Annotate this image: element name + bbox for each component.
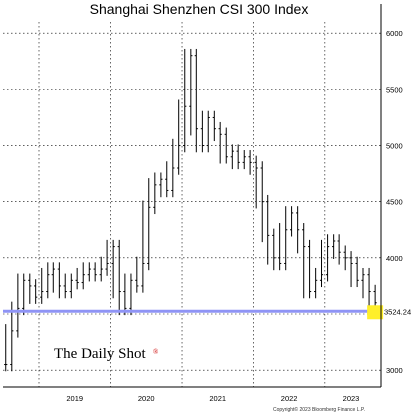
price-bar — [284, 206, 288, 271]
price-bar — [314, 267, 318, 299]
price-bar — [302, 223, 306, 299]
y-tick-label: 3000 — [386, 366, 403, 375]
price-bar — [51, 262, 55, 293]
price-bar — [296, 206, 300, 254]
price-bar — [153, 172, 157, 215]
price-bar — [230, 144, 234, 170]
price-bar — [22, 273, 26, 316]
y-tick-label: 4000 — [386, 254, 403, 263]
x-tick-label: 2019 — [66, 394, 83, 403]
price-bar — [75, 267, 79, 290]
price-bar — [141, 200, 145, 293]
price-bar — [200, 110, 204, 153]
brand-logo: The Daily Shot ® — [54, 346, 159, 362]
chart-title: Shanghai Shenzhen CSI 300 Index — [90, 1, 309, 17]
price-bar — [40, 267, 44, 304]
price-bar — [194, 48, 198, 153]
price-bar — [159, 172, 163, 198]
price-bar — [337, 234, 341, 265]
price-bar — [278, 223, 282, 271]
price-bar — [260, 161, 264, 243]
price-bar — [272, 228, 276, 271]
price-bar — [206, 110, 210, 153]
last-value-label: 3524.24 — [384, 307, 411, 316]
price-bar — [242, 150, 246, 170]
grid — [3, 22, 381, 387]
price-bar — [212, 110, 216, 142]
price-bar — [28, 273, 32, 304]
price-bar — [105, 239, 109, 276]
price-bar — [254, 155, 258, 209]
brand-mark: ® — [153, 348, 159, 356]
price-bar — [129, 273, 133, 316]
price-bar — [46, 262, 50, 299]
price-bar — [266, 194, 270, 265]
y-axis-labels: 6000 5500 5000 4500 4000 3000 — [386, 29, 403, 375]
price-bar — [57, 262, 61, 299]
last-value-badge — [367, 305, 384, 320]
price-bar — [289, 206, 294, 237]
y-tick-label: 4500 — [386, 198, 403, 207]
price-bar — [361, 267, 365, 299]
price-bar — [183, 48, 187, 153]
price-bar — [236, 144, 240, 170]
price-bar — [349, 251, 353, 288]
price-bar — [16, 273, 20, 338]
price-bar — [117, 239, 121, 316]
price-bar — [319, 239, 324, 288]
price-bar — [99, 256, 103, 282]
price-bar — [355, 256, 359, 288]
price-bar — [325, 234, 330, 282]
price-bar — [189, 48, 193, 136]
price-bar — [93, 262, 97, 282]
price-bar — [34, 279, 38, 304]
brand-name: The Daily Shot — [54, 346, 146, 362]
plot-frame — [3, 4, 382, 388]
price-bar — [177, 99, 181, 175]
price-bar — [224, 127, 228, 164]
price-bar — [69, 273, 73, 299]
candles — [4, 48, 377, 372]
price-bar — [218, 121, 222, 164]
price-bar — [87, 262, 91, 282]
price-bar — [135, 256, 139, 293]
x-tick-label: 2020 — [138, 394, 155, 403]
price-bar — [123, 273, 127, 316]
copyright-credit: Copyright© 2023 Bloomberg Finance L.P. — [273, 406, 365, 413]
price-bar — [63, 273, 67, 299]
price-bar — [147, 178, 151, 271]
price-bar — [307, 239, 312, 299]
y-tick-label: 5500 — [386, 85, 403, 94]
y-tick-label: 6000 — [386, 29, 403, 38]
price-bar — [165, 161, 169, 198]
price-bar — [248, 150, 252, 175]
x-tick-label: 2023 — [343, 394, 360, 403]
price-bar — [81, 262, 85, 290]
price-bar — [4, 324, 8, 372]
price-bar — [171, 138, 175, 198]
price-bar — [111, 239, 115, 299]
price-bar — [343, 245, 347, 271]
price-bar — [332, 234, 336, 259]
x-axis-labels: 2019 2020 2021 2022 2023 — [66, 394, 359, 403]
x-tick-label: 2022 — [281, 394, 298, 403]
x-tick-label: 2021 — [209, 394, 226, 403]
price-bar — [10, 301, 14, 372]
price-bar — [367, 267, 371, 310]
y-tick-label: 5000 — [386, 142, 403, 151]
